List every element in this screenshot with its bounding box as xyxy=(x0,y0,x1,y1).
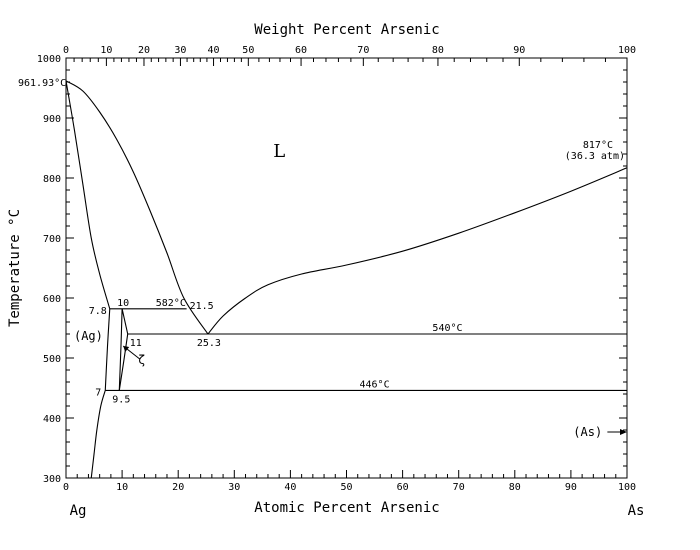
x-tick-label-10: 100 xyxy=(618,482,636,493)
labels-group: 961.93°C 817°C(36.3 atm) 582°C 540°C 446°C 7.… xyxy=(18,78,627,439)
annotation-8: 21.5 xyxy=(190,301,214,312)
annotation-9: 25.3 xyxy=(197,338,221,349)
x2-tick-label-9: 90 xyxy=(513,45,525,56)
phase-boundary-1 xyxy=(207,167,628,335)
annotation-1: 817°C xyxy=(583,140,613,151)
annotation-7: 10 xyxy=(117,298,129,309)
x-tick-label-2: 20 xyxy=(172,482,184,493)
x2-tick-label-8: 80 xyxy=(432,45,444,56)
x-tick-label-1: 10 xyxy=(116,482,128,493)
phase-boundary-6 xyxy=(121,308,129,335)
as-arrow-head xyxy=(620,429,627,435)
annotation-0: 961.93°C xyxy=(18,78,66,89)
phase-boundary-7 xyxy=(118,333,129,391)
y-tick-label-4: 700 xyxy=(43,234,61,245)
x-tick-label-0: 0 xyxy=(63,482,69,493)
x-tick-label-8: 80 xyxy=(509,482,521,493)
top-axis-title: Weight Percent Arsenic xyxy=(254,22,439,38)
phase-label-0: L xyxy=(273,141,285,162)
annotation-2: (36.3 atm) xyxy=(565,151,625,162)
y-tick-label-3: 600 xyxy=(43,294,61,305)
x-tick-label-6: 60 xyxy=(397,482,409,493)
y-tick-label-0: 300 xyxy=(43,474,61,485)
phase-label-3: (As) xyxy=(573,425,602,439)
x-tick-label-9: 90 xyxy=(565,482,577,493)
element-left-label: Ag xyxy=(70,503,87,519)
x2-tick-label-3: 30 xyxy=(174,45,186,56)
phase-boundary-5 xyxy=(118,308,123,391)
bottom-axis-title: Atomic Percent Arsenic xyxy=(254,500,439,516)
x2-tick-label-4: 40 xyxy=(208,45,220,56)
annotation-5: 446°C xyxy=(359,379,389,390)
phase-boundary-4 xyxy=(104,308,111,391)
x2-tick-label-2: 20 xyxy=(138,45,150,56)
x-tick-label-7: 70 xyxy=(453,482,465,493)
phase-boundary-0 xyxy=(65,80,209,335)
y-tick-label-6: 900 xyxy=(43,114,61,125)
x-tick-label-5: 50 xyxy=(340,482,352,493)
y-tick-label-1: 400 xyxy=(43,414,61,425)
y-tick-label-5: 800 xyxy=(43,174,61,185)
phase-label-2: ζ xyxy=(138,353,145,367)
y-tick-label-2: 500 xyxy=(43,354,61,365)
x2-tick-label-6: 60 xyxy=(295,45,307,56)
element-right-label: As xyxy=(628,503,645,519)
x2-tick-label-5: 50 xyxy=(242,45,254,56)
annotation-12: 9.5 xyxy=(112,394,130,405)
plot-frame-group xyxy=(65,57,628,479)
x-tick-label-4: 40 xyxy=(284,482,296,493)
ticks-group: 0 10 20 30 40 50 60 70 80 90 1000 10 20 30 40 50 60 70 80 9… xyxy=(37,45,636,493)
x-tick-label-3: 30 xyxy=(228,482,240,493)
zeta-arrow-head xyxy=(123,346,130,352)
x2-tick-label-0: 0 xyxy=(63,45,69,56)
annotation-3: 582°C xyxy=(156,298,186,309)
annotation-10: 11 xyxy=(130,338,142,349)
plot-frame xyxy=(65,57,628,479)
y-tick-label-7: 1000 xyxy=(37,54,61,65)
annotation-6: 7.8 xyxy=(89,306,107,317)
annotation-4: 540°C xyxy=(432,323,462,334)
x2-tick-label-10: 100 xyxy=(618,45,636,56)
annotation-11: 7 xyxy=(95,387,101,398)
phase-label-1: (Ag) xyxy=(74,329,103,343)
phase-boundary-3 xyxy=(90,390,106,479)
curves-group xyxy=(65,80,628,479)
x2-tick-label-1: 10 xyxy=(100,45,112,56)
y-axis-title: Temperature °C xyxy=(7,209,23,327)
phase-boundary-2 xyxy=(65,80,111,309)
x2-tick-label-7: 70 xyxy=(357,45,369,56)
